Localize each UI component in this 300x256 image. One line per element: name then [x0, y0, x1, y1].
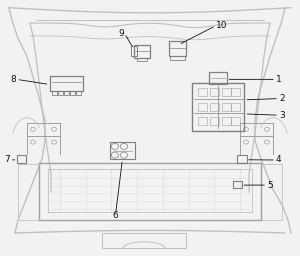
Bar: [70, 91, 75, 95]
Bar: [210, 117, 219, 125]
Bar: [222, 103, 231, 111]
Bar: [231, 103, 240, 111]
Bar: [198, 88, 207, 96]
Bar: [210, 103, 219, 111]
Bar: [222, 88, 231, 96]
Bar: [231, 88, 240, 96]
Bar: [222, 117, 231, 125]
Bar: [170, 56, 184, 60]
Bar: [136, 58, 147, 61]
Text: 4: 4: [276, 155, 282, 165]
Text: 6: 6: [112, 210, 118, 220]
Text: 2: 2: [279, 94, 285, 103]
Bar: [169, 41, 186, 56]
Bar: [209, 72, 227, 84]
Bar: [237, 155, 247, 163]
Bar: [50, 76, 83, 91]
Bar: [16, 155, 26, 163]
Bar: [76, 91, 81, 95]
Text: 3: 3: [279, 111, 285, 120]
Bar: [102, 233, 186, 248]
Bar: [130, 46, 137, 56]
Text: 8: 8: [11, 75, 16, 84]
Text: 9: 9: [119, 29, 124, 38]
Bar: [198, 117, 207, 125]
Bar: [134, 45, 150, 58]
Text: 10: 10: [216, 21, 227, 30]
Bar: [231, 117, 240, 125]
Text: 5: 5: [267, 180, 273, 190]
Bar: [233, 181, 242, 188]
Text: 1: 1: [276, 75, 282, 84]
Text: 7: 7: [4, 155, 10, 165]
Bar: [110, 142, 135, 159]
Bar: [210, 88, 219, 96]
Bar: [192, 83, 244, 131]
Bar: [52, 91, 57, 95]
Bar: [198, 103, 207, 111]
Bar: [58, 91, 63, 95]
Bar: [64, 91, 69, 95]
